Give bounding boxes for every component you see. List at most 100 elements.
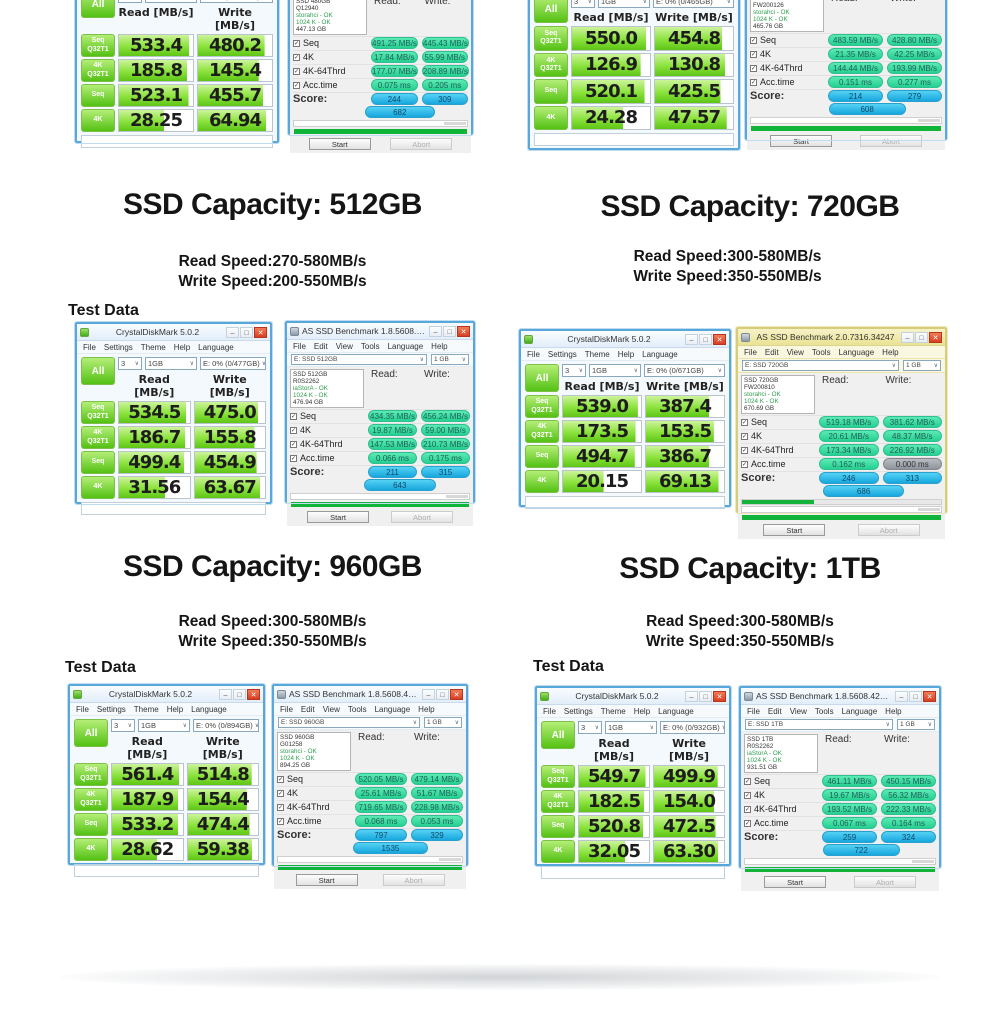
4k-button[interactable]: 4K	[74, 838, 108, 861]
maximize-button[interactable]: □	[699, 333, 712, 345]
abort-button[interactable]: Abort	[382, 874, 445, 887]
4k-button[interactable]: 4K	[534, 105, 568, 130]
menu-help[interactable]: Help	[882, 347, 899, 357]
minimize-button[interactable]: –	[685, 333, 698, 345]
abort-button[interactable]: Abort	[860, 135, 922, 148]
checkbox-checked-icon[interactable]: ✓	[744, 805, 751, 813]
minimize-button[interactable]: –	[429, 325, 442, 337]
title-bar[interactable]: AS SSD Benchmark 1.8.5608.42992 – □ ✕	[274, 686, 466, 703]
menu-edit[interactable]: Edit	[300, 704, 315, 714]
seq-q32t1-button[interactable]: Seq Q32T1	[541, 765, 575, 788]
test-count-combo[interactable]: 3∨	[118, 0, 142, 3]
menu-theme[interactable]: Theme	[584, 349, 610, 359]
abort-button[interactable]: Abort	[857, 524, 920, 537]
menu-file[interactable]: File	[543, 706, 556, 716]
maximize-button[interactable]: □	[443, 325, 456, 337]
drive-combo[interactable]: E: SSD 1TB ∨	[745, 719, 893, 730]
checkbox-checked-icon[interactable]: ✓	[277, 817, 284, 825]
menu-theme[interactable]: Theme	[140, 342, 166, 352]
target-drive-combo[interactable]: E: 0% (0/477GB) ∨	[200, 357, 266, 370]
seq-button[interactable]: Seq	[81, 84, 115, 107]
menu-tools[interactable]: Tools	[360, 341, 380, 351]
title-bar[interactable]: CrystalDiskMark 5.0.2 – □ ✕	[537, 688, 729, 705]
menu-help[interactable]: Help	[431, 341, 448, 351]
title-bar[interactable]: AS SSD Benchmark 1.8.5608.42992 – □ ✕	[287, 323, 473, 340]
4k-q32t1-button[interactable]: 4K Q32T1	[81, 426, 115, 449]
abort-button[interactable]: Abort	[391, 511, 453, 524]
title-bar[interactable]: AS SSD Benchmark 2.0.7316.34247 – □ ✕	[738, 329, 945, 346]
checkbox-checked-icon[interactable]: ✓	[741, 446, 748, 454]
menu-language[interactable]: Language	[387, 341, 424, 351]
menu-edit[interactable]: Edit	[767, 706, 782, 716]
all-test-button[interactable]: All	[525, 364, 559, 392]
menu-view[interactable]: View	[322, 704, 340, 714]
4k-q32t1-button[interactable]: 4K Q32T1	[534, 52, 568, 77]
menu-settings[interactable]: Settings	[563, 706, 593, 716]
checkbox-checked-icon[interactable]: ✓	[750, 64, 757, 72]
all-test-button[interactable]: All	[534, 0, 568, 23]
menu-tools[interactable]: Tools	[811, 347, 831, 357]
all-test-button[interactable]: All	[541, 721, 575, 749]
menu-settings[interactable]: Settings	[103, 342, 133, 352]
maximize-button[interactable]: □	[233, 688, 246, 700]
seq-q32t1-button[interactable]: Seq Q32T1	[525, 395, 559, 418]
test-size-combo[interactable]: 1 GB ∨	[424, 717, 462, 728]
all-test-button[interactable]: All	[74, 719, 108, 747]
target-drive-combo[interactable]: E: 0% (0/932GB)∨	[660, 721, 725, 734]
seq-q32t1-button[interactable]: Seq Q32T1	[534, 26, 568, 51]
checkbox-checked-icon[interactable]: ✓	[293, 53, 300, 61]
4k-button[interactable]: 4K	[541, 840, 575, 863]
test-count-combo[interactable]: 3∨	[571, 0, 595, 8]
minimize-button[interactable]: –	[422, 688, 435, 700]
test-size-combo[interactable]: 1GB∨	[589, 364, 641, 377]
maximize-button[interactable]: □	[240, 326, 253, 338]
4k-q32t1-button[interactable]: 4K Q32T1	[74, 788, 108, 811]
start-button[interactable]: Start	[770, 135, 832, 148]
checkbox-checked-icon[interactable]: ✓	[744, 819, 751, 827]
4k-button[interactable]: 4K	[81, 476, 115, 499]
seq-q32t1-button[interactable]: Seq Q32T1	[74, 763, 108, 786]
checkbox-checked-icon[interactable]: ✓	[750, 78, 757, 86]
checkbox-checked-icon[interactable]: ✓	[744, 777, 751, 785]
test-size-combo[interactable]: 1 GB ∨	[431, 354, 469, 365]
menu-help[interactable]: Help	[166, 704, 184, 714]
checkbox-checked-icon[interactable]: ✓	[277, 789, 284, 797]
test-count-combo[interactable]: 3∨	[118, 357, 142, 370]
menu-file[interactable]: File	[744, 347, 757, 357]
maximize-button[interactable]: □	[915, 331, 928, 343]
maximize-button[interactable]: □	[699, 690, 712, 702]
menu-edit[interactable]: Edit	[764, 347, 779, 357]
drive-combo[interactable]: E: SSD 512GB ∨	[291, 354, 427, 365]
menu-view[interactable]: View	[786, 347, 804, 357]
minimize-button[interactable]: –	[895, 690, 908, 702]
close-button[interactable]: ✕	[254, 326, 267, 338]
start-button[interactable]: Start	[763, 524, 826, 537]
seq-button[interactable]: Seq	[525, 445, 559, 468]
test-count-combo[interactable]: 3∨	[578, 721, 602, 734]
close-button[interactable]: ✕	[450, 688, 463, 700]
minimize-button[interactable]: –	[219, 688, 232, 700]
minimize-button[interactable]: –	[226, 326, 239, 338]
checkbox-checked-icon[interactable]: ✓	[744, 791, 751, 799]
start-button[interactable]: Start	[764, 876, 826, 889]
menu-view[interactable]: View	[335, 341, 353, 351]
target-drive-combo[interactable]: E: 0% (0/447GB)∨	[200, 0, 273, 3]
test-size-combo[interactable]: 1GB∨	[145, 0, 197, 3]
test-size-combo[interactable]: 1 GB ∨	[903, 360, 941, 371]
maximize-button[interactable]: □	[436, 688, 449, 700]
start-button[interactable]: Start	[295, 874, 358, 887]
checkbox-checked-icon[interactable]: ✓	[277, 775, 284, 783]
menu-tools[interactable]: Tools	[814, 706, 834, 716]
all-test-button[interactable]: All	[81, 0, 115, 18]
seq-button[interactable]: Seq	[541, 815, 575, 838]
menu-file[interactable]: File	[83, 342, 96, 352]
checkbox-checked-icon[interactable]: ✓	[741, 460, 748, 468]
target-drive-combo[interactable]: E: 0% (0/894GB) ∨	[193, 719, 259, 732]
test-size-combo[interactable]: 1GB∨	[145, 357, 197, 370]
menu-language[interactable]: Language	[374, 704, 411, 714]
test-size-combo[interactable]: 1GB∨	[598, 0, 650, 8]
menu-language[interactable]: Language	[198, 342, 234, 352]
checkbox-checked-icon[interactable]: ✓	[293, 81, 300, 89]
checkbox-checked-icon[interactable]: ✓	[750, 50, 757, 58]
checkbox-checked-icon[interactable]: ✓	[277, 803, 284, 811]
